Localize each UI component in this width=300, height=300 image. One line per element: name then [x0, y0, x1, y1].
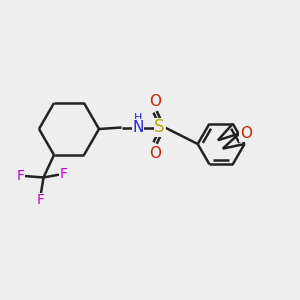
Text: F: F [60, 167, 68, 182]
Text: O: O [240, 126, 252, 141]
Text: S: S [154, 118, 165, 136]
Text: N: N [132, 120, 144, 135]
Text: O: O [149, 94, 161, 109]
Text: H: H [134, 113, 142, 123]
Text: F: F [16, 169, 24, 183]
Text: F: F [37, 193, 44, 207]
Text: O: O [149, 146, 161, 161]
